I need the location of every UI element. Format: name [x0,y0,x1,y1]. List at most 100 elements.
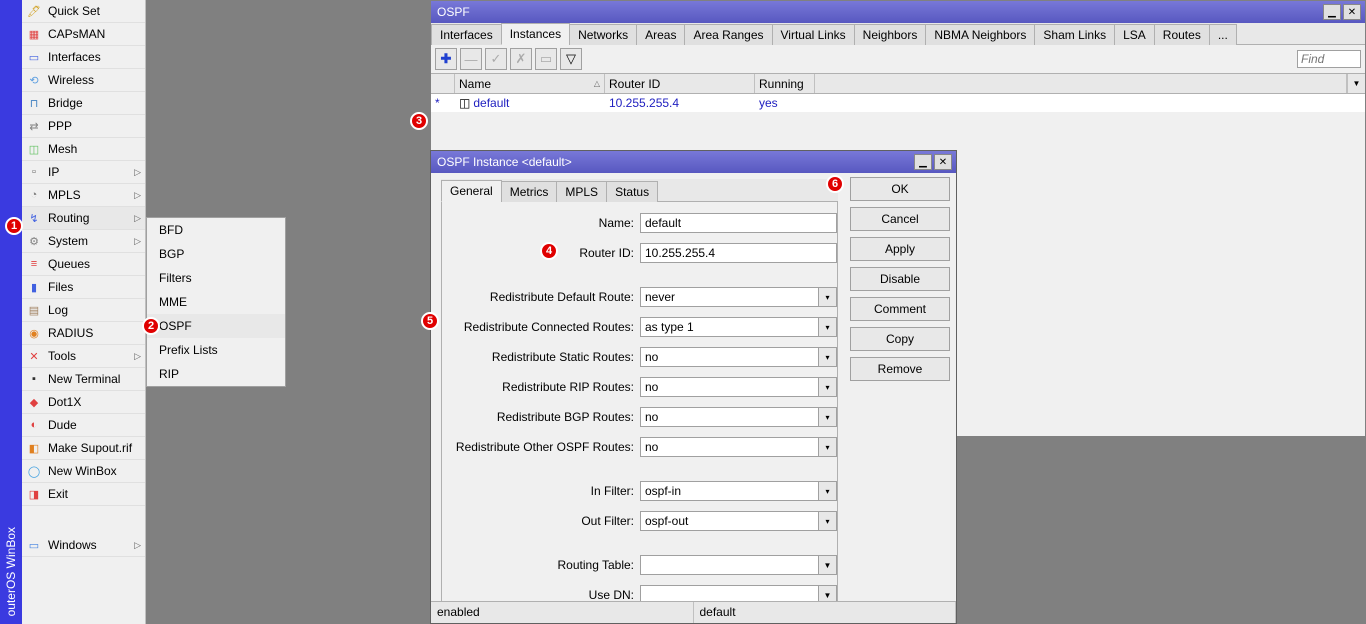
field-input[interactable] [640,377,819,397]
submenu-item-filters[interactable]: Filters [147,266,285,290]
col-router-id[interactable]: Router ID [605,74,755,93]
tab-interfaces[interactable]: Interfaces [431,24,502,45]
tab-nbma-neighbors[interactable]: NBMA Neighbors [925,24,1035,45]
dropdown-toggle[interactable]: ▾ [819,377,837,397]
field-input[interactable] [640,481,819,501]
field-input[interactable] [640,213,837,233]
field-input[interactable] [640,317,819,337]
capsman-icon: ▦ [26,26,42,42]
sidebar-item-make-supout-rif[interactable]: ◧Make Supout.rif [22,437,145,460]
tab--[interactable]: ... [1209,24,1237,45]
sidebar-item-exit[interactable]: ◨Exit [22,483,145,506]
sidebar-item-new-winbox[interactable]: ◯ New WinBox [22,460,145,483]
sidebar-item-dot1x[interactable]: ◆Dot1X [22,391,145,414]
sidebar-item-radius[interactable]: ◉RADIUS [22,322,145,345]
dropdown-toggle[interactable]: ▾ [819,511,837,531]
field-input[interactable] [640,287,819,307]
sidebar-item-quick-set[interactable]: 🖊Quick Set [22,0,145,23]
sidebar-item-system[interactable]: ⚙System▷ [22,230,145,253]
field-input[interactable] [640,437,819,457]
row-router-id: 10.255.255.4 [605,94,755,112]
field-input[interactable] [640,347,819,367]
add-button[interactable]: ✚ [435,48,457,70]
field-input[interactable] [640,511,819,531]
sidebar-item-routing[interactable]: ↯Routing▷ [22,207,145,230]
col-marker[interactable] [431,74,455,93]
tab-sham-links[interactable]: Sham Links [1034,24,1115,45]
sidebar-item-queues[interactable]: ≡Queues [22,253,145,276]
dropdown-toggle[interactable]: ▼ [819,555,837,575]
filter-button[interactable]: ▽ [560,48,582,70]
submenu-item-rip[interactable]: RIP [147,362,285,386]
table-row[interactable]: * ◫ default 10.255.255.4 yes [431,94,1365,112]
ip-icon: ▫ [26,164,42,180]
sidebar-item-new-terminal[interactable]: ▪New Terminal [22,368,145,391]
submenu-item-ospf[interactable]: OSPF [147,314,285,338]
dialog-tab-mpls[interactable]: MPLS [556,181,607,202]
dropdown-toggle[interactable]: ▾ [819,481,837,501]
remove-button[interactable]: — [460,48,482,70]
routing-submenu: BFDBGPFiltersMMEOSPFPrefix ListsRIP [146,217,286,387]
cancel-button[interactable]: Cancel [850,207,950,231]
tab-networks[interactable]: Networks [569,24,637,45]
minimize-button[interactable]: ▁ [1323,4,1341,20]
sidebar-item-bridge[interactable]: ⊓Bridge [22,92,145,115]
dialog-tab-metrics[interactable]: Metrics [501,181,558,202]
form-row: Redistribute BGP Routes:▾ [442,402,837,432]
submenu-item-prefix-lists[interactable]: Prefix Lists [147,338,285,362]
callout-4: 4 [540,242,558,260]
sidebar-item-dude[interactable]: ◐Dude [22,414,145,437]
sidebar-item-label: New WinBox [48,464,117,478]
submenu-item-mme[interactable]: MME [147,290,285,314]
dropdown-toggle[interactable]: ▾ [819,317,837,337]
col-running[interactable]: Running [755,74,815,93]
field-input[interactable] [640,407,819,427]
columns-dropdown[interactable]: ▼ [1347,74,1365,93]
ok-button[interactable]: OK [850,177,950,201]
tab-lsa[interactable]: LSA [1114,24,1155,45]
sidebar-item-tools[interactable]: ✕Tools▷ [22,345,145,368]
dropdown-toggle[interactable]: ▾ [819,437,837,457]
field-input[interactable] [640,555,819,575]
disable-button[interactable]: Disable [850,267,950,291]
tab-areas[interactable]: Areas [636,24,685,45]
new-winbox-icon: ◯ [26,463,42,479]
close-button[interactable]: ✕ [1343,4,1361,20]
dialog-tab-general[interactable]: General [441,180,502,202]
col-name[interactable]: Name△ [455,74,605,93]
sidebar-item-interfaces[interactable]: ▭Interfaces [22,46,145,69]
dropdown-toggle[interactable]: ▾ [819,347,837,367]
disable-button[interactable]: ✗ [510,48,532,70]
find-input[interactable] [1297,50,1361,68]
dialog-close-button[interactable]: ✕ [934,154,952,170]
tab-routes[interactable]: Routes [1154,24,1210,45]
comment-button[interactable]: ▭ [535,48,557,70]
dialog-tab-status[interactable]: Status [606,181,658,202]
submenu-item-bgp[interactable]: BGP [147,242,285,266]
sidebar-item-files[interactable]: ▮Files [22,276,145,299]
sidebar: 🖊Quick Set▦CAPsMAN▭Interfaces⟲Wireless⊓B… [22,0,146,624]
dropdown-toggle[interactable]: ▾ [819,407,837,427]
sidebar-item-mesh[interactable]: ◫Mesh [22,138,145,161]
sidebar-item-windows[interactable]: ▭Windows▷ [22,534,145,557]
enable-button[interactable]: ✓ [485,48,507,70]
sidebar-item-ppp[interactable]: ⇄PPP [22,115,145,138]
sidebar-item-ip[interactable]: ▫IP▷ [22,161,145,184]
tab-area-ranges[interactable]: Area Ranges [684,24,772,45]
apply-button[interactable]: Apply [850,237,950,261]
sidebar-item-mpls[interactable]: ◔MPLS▷ [22,184,145,207]
copy-button[interactable]: Copy [850,327,950,351]
remove-button[interactable]: Remove [850,357,950,381]
sidebar-item-log[interactable]: ▤Log [22,299,145,322]
tab-virtual-links[interactable]: Virtual Links [772,24,855,45]
submenu-item-bfd[interactable]: BFD [147,218,285,242]
sidebar-item-capsman[interactable]: ▦CAPsMAN [22,23,145,46]
tab-neighbors[interactable]: Neighbors [854,24,927,45]
form-row: Redistribute Default Route:▾ [442,282,837,312]
comment-button[interactable]: Comment [850,297,950,321]
sidebar-item-wireless[interactable]: ⟲Wireless [22,69,145,92]
dropdown-toggle[interactable]: ▾ [819,287,837,307]
field-input[interactable] [640,243,837,263]
dialog-minimize-button[interactable]: ▁ [914,154,932,170]
tab-instances[interactable]: Instances [501,23,570,45]
